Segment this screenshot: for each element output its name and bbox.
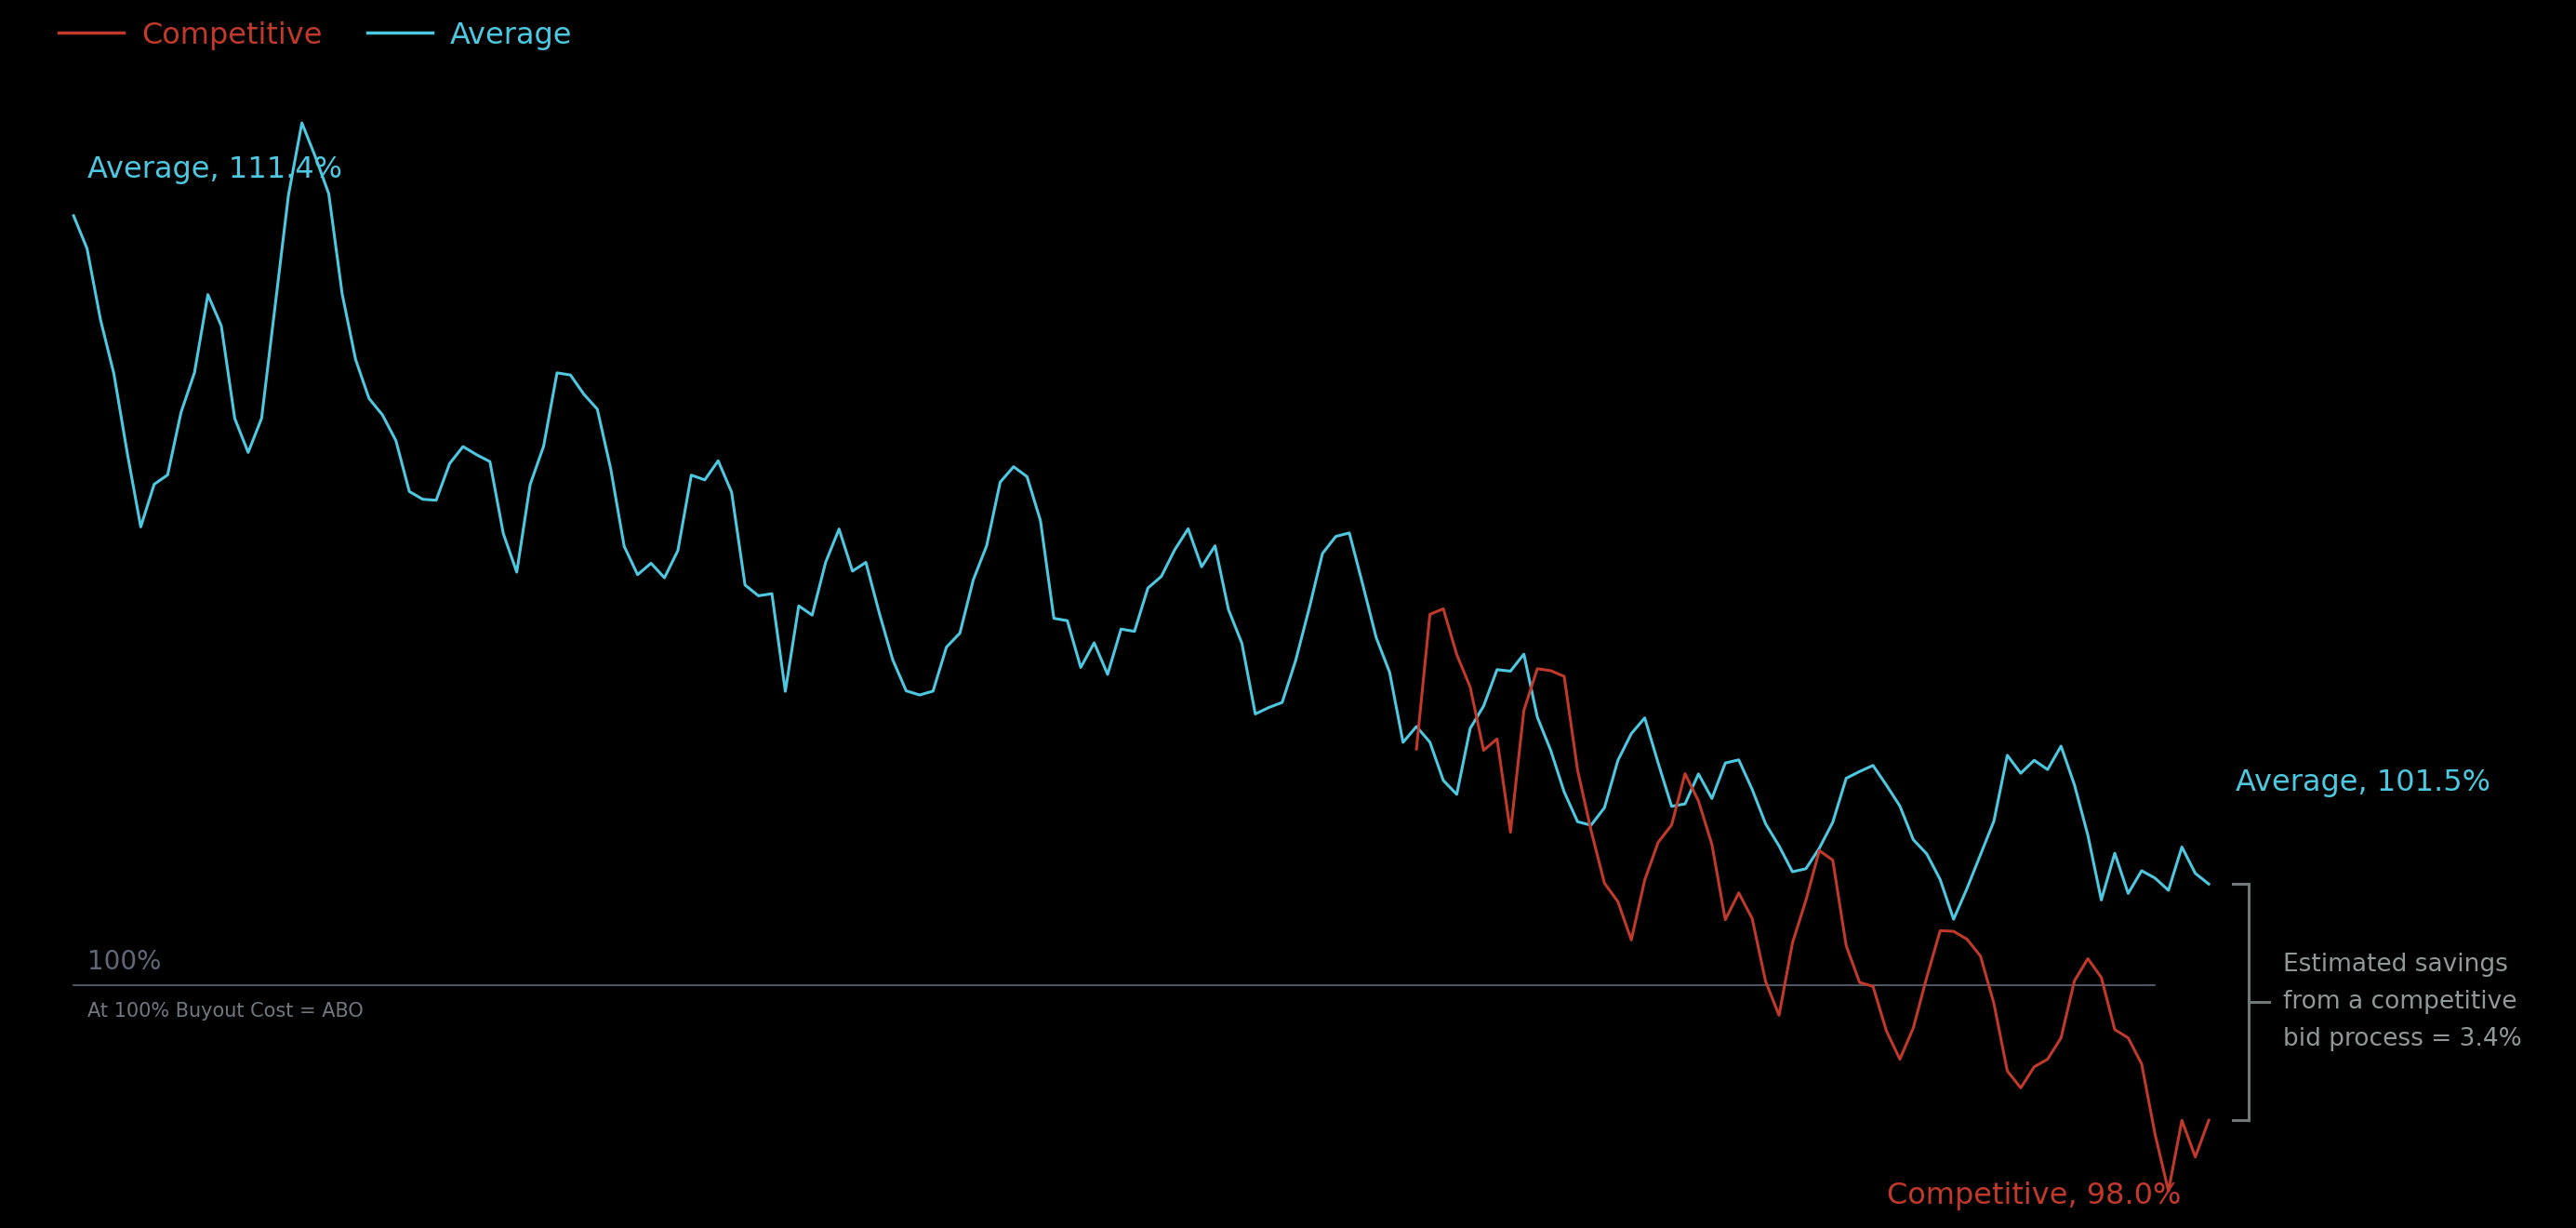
Text: Average, 101.5%: Average, 101.5%: [2236, 769, 2491, 797]
Text: Average, 111.4%: Average, 111.4%: [88, 155, 343, 184]
Text: Competitive, 98.0%: Competitive, 98.0%: [1886, 1181, 2182, 1210]
Text: Estimated savings
from a competitive
bid process = 3.4%: Estimated savings from a competitive bid…: [2282, 953, 2522, 1051]
Text: At 100% Buyout Cost = ABO: At 100% Buyout Cost = ABO: [88, 1002, 363, 1020]
Legend: Competitive, Average: Competitive, Average: [46, 9, 585, 61]
Text: 100%: 100%: [88, 949, 160, 975]
